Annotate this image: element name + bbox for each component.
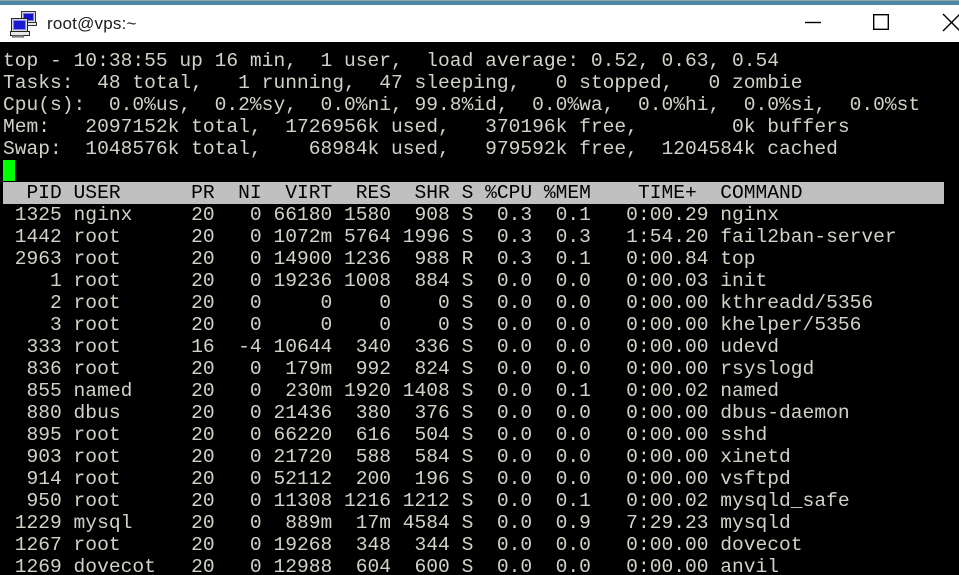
window-title: root@vps:~ bbox=[47, 13, 137, 33]
process-row: 2 root 20 0 0 0 0 S 0.0 0.0 0:00.00 kthr… bbox=[3, 292, 874, 314]
minimize-icon bbox=[804, 13, 822, 34]
cursor-line bbox=[3, 160, 959, 182]
process-row: 333 root 16 -4 10644 340 336 S 0.0 0.0 0… bbox=[3, 336, 780, 358]
minimize-button[interactable] bbox=[790, 5, 836, 42]
process-table-header-text: PID USER PR NI VIRT RES SHR S %CPU %MEM … bbox=[3, 182, 944, 204]
titlebar-accent-strip bbox=[0, 0, 959, 5]
process-row: 836 root 20 0 179m 992 824 S 0.0 0.0 0:0… bbox=[3, 358, 815, 380]
maximize-button[interactable] bbox=[858, 5, 904, 42]
process-row: 903 root 20 0 21720 588 584 S 0.0 0.0 0:… bbox=[3, 446, 791, 468]
process-row: 1442 root 20 0 1072m 5764 1996 S 0.3 0.3… bbox=[3, 226, 897, 248]
process-table-rows: 1325 nginx 20 0 66180 1580 908 S 0.3 0.1… bbox=[3, 204, 959, 575]
process-row: 1325 nginx 20 0 66180 1580 908 S 0.3 0.1… bbox=[3, 204, 780, 226]
terminal-cursor bbox=[3, 160, 15, 181]
process-row: 3 root 20 0 0 0 0 S 0.0 0.0 0:00.00 khel… bbox=[3, 314, 862, 336]
process-row: 1 root 20 0 19236 1008 884 S 0.0 0.0 0:0… bbox=[3, 270, 768, 292]
maximize-icon bbox=[872, 13, 890, 34]
process-row: 880 dbus 20 0 21436 380 376 S 0.0 0.0 0:… bbox=[3, 402, 850, 424]
tasks-line: Tasks: 48 total, 1 running, 47 sleeping,… bbox=[3, 72, 803, 94]
process-row: 950 root 20 0 11308 1216 1212 S 0.0 0.1 … bbox=[3, 490, 850, 512]
swap-line: Swap: 1048576k total, 68984k used, 97959… bbox=[3, 138, 838, 160]
titlebar-row: root@vps:~ bbox=[0, 5, 959, 42]
process-row: 914 root 20 0 52112 200 196 S 0.0 0.0 0:… bbox=[3, 468, 791, 490]
close-button[interactable] bbox=[928, 5, 959, 42]
top-uptime-line: top - 10:38:55 up 16 min, 1 user, load a… bbox=[3, 50, 780, 72]
process-row: 855 named 20 0 230m 1920 1408 S 0.0 0.1 … bbox=[3, 380, 780, 402]
process-table-header: PID USER PR NI VIRT RES SHR S %CPU %MEM … bbox=[3, 182, 959, 204]
close-icon bbox=[942, 13, 959, 35]
process-row: 895 root 20 0 66220 616 504 S 0.0 0.0 0:… bbox=[3, 424, 768, 446]
terminal-screen[interactable]: top - 10:38:55 up 16 min, 1 user, load a… bbox=[0, 42, 959, 575]
process-row: 1229 mysql 20 0 889m 17m 4584 S 0.0 0.9 … bbox=[3, 512, 791, 534]
process-row: 2963 root 20 0 14900 1236 988 R 0.3 0.1 … bbox=[3, 248, 756, 270]
mem-line: Mem: 2097152k total, 1726956k used, 3701… bbox=[3, 116, 850, 138]
titlebar[interactable]: root@vps:~ bbox=[0, 0, 959, 42]
cpu-line: Cpu(s): 0.0%us, 0.2%sy, 0.0%ni, 99.8%id,… bbox=[3, 94, 921, 116]
process-row: 1267 root 20 0 19268 348 344 S 0.0 0.0 0… bbox=[3, 534, 803, 556]
process-row: 1269 dovecot 20 0 12988 604 600 S 0.0 0.… bbox=[3, 556, 780, 575]
putty-terminal-icon bbox=[9, 10, 39, 38]
